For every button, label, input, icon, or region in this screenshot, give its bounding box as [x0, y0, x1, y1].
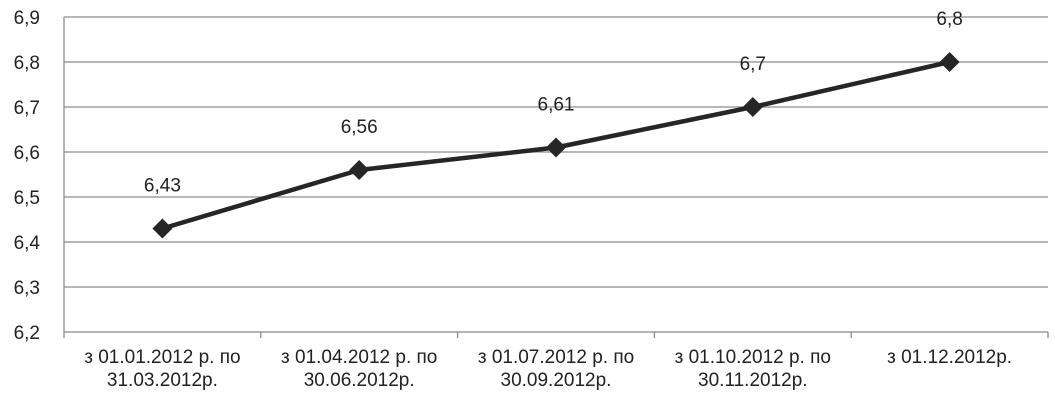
y-tick-label: 6,3 — [14, 278, 40, 299]
data-label: 6,7 — [740, 54, 766, 75]
y-tick-label: 6,5 — [14, 188, 40, 209]
y-tick-label: 6,4 — [14, 233, 41, 254]
data-label: 6,8 — [936, 9, 962, 30]
data-point-marker — [152, 218, 173, 239]
data-label: 6,43 — [144, 176, 181, 197]
data-point-marker — [349, 160, 370, 180]
y-axis: 6,2 6,3 6,4 6,5 6,6 6,7 6,8 6,9 — [14, 8, 65, 344]
data-point-marker — [742, 97, 763, 117]
y-tick-label: 6,6 — [14, 143, 40, 164]
x-tick-label: з 01.01.2012 р. по 31.03.2012р. — [84, 347, 240, 391]
data-label: 6,61 — [538, 95, 575, 116]
x-axis: з 01.01.2012 р. по 31.03.2012р. з 01.04.20… — [63, 331, 1049, 391]
x-tick-label: з 01.12.2012р. — [887, 347, 1012, 368]
series-group — [152, 52, 960, 239]
x-tick-label: з 01.04.2012 р. по 30.06.2012р. — [281, 347, 437, 391]
y-tick-label: 6,8 — [14, 53, 40, 74]
x-tick-label: з 01.10.2012 р. по 30.11.2012р. — [675, 347, 831, 391]
y-tick-label: 6,7 — [14, 98, 40, 119]
x-tick-label: з 01.07.2012 р. по 30.09.2012р. — [478, 347, 634, 391]
y-tick-label: 6,2 — [14, 323, 40, 344]
data-labels: 6,43 6,56 6,61 6,7 6,8 — [144, 9, 963, 197]
data-point-marker — [546, 137, 566, 158]
y-tick-label: 6,9 — [14, 8, 40, 29]
gridlines — [64, 16, 1048, 288]
data-label: 6,56 — [341, 117, 378, 138]
data-point-marker — [939, 52, 960, 72]
